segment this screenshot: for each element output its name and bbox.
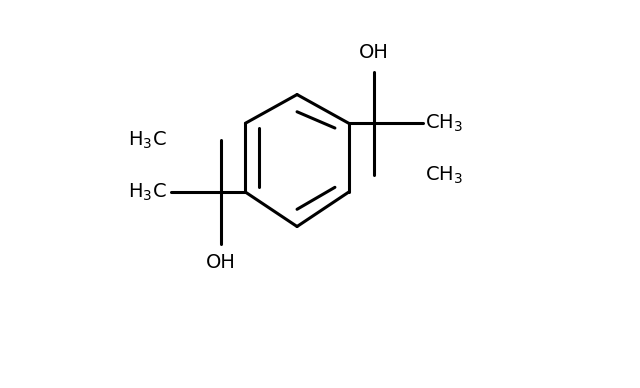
Text: H$_3$C: H$_3$C <box>129 130 167 151</box>
Text: CH$_3$: CH$_3$ <box>425 164 463 185</box>
Text: H$_3$C: H$_3$C <box>129 182 167 203</box>
Text: OH: OH <box>358 43 388 62</box>
Text: OH: OH <box>205 253 236 272</box>
Text: CH$_3$: CH$_3$ <box>425 113 463 134</box>
